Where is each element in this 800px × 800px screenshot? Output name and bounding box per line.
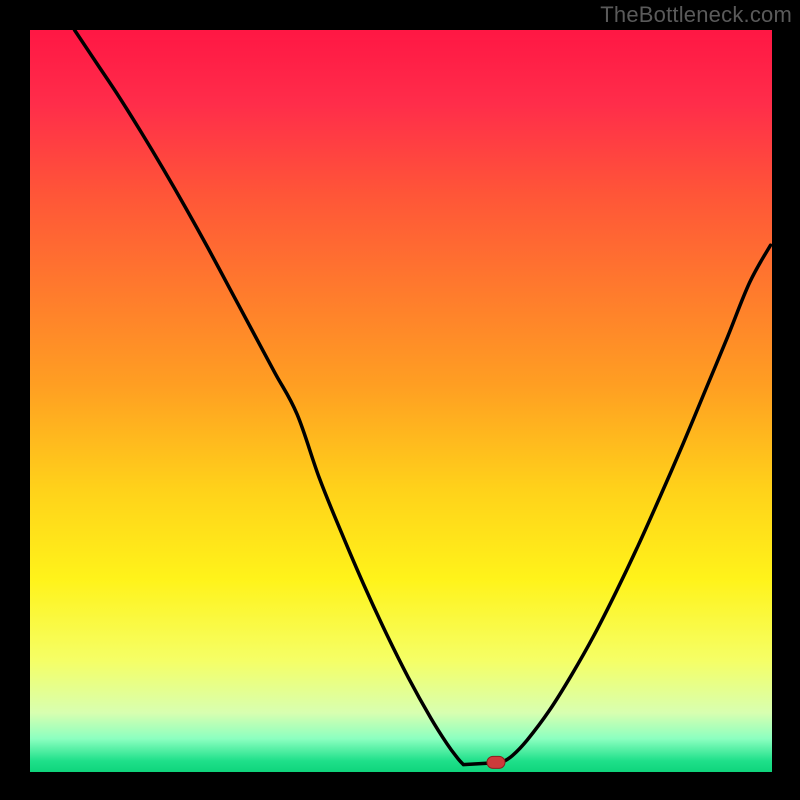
bottleneck-chart <box>0 0 800 800</box>
watermark-text: TheBottleneck.com <box>600 2 792 28</box>
optimal-point-marker <box>487 756 505 768</box>
